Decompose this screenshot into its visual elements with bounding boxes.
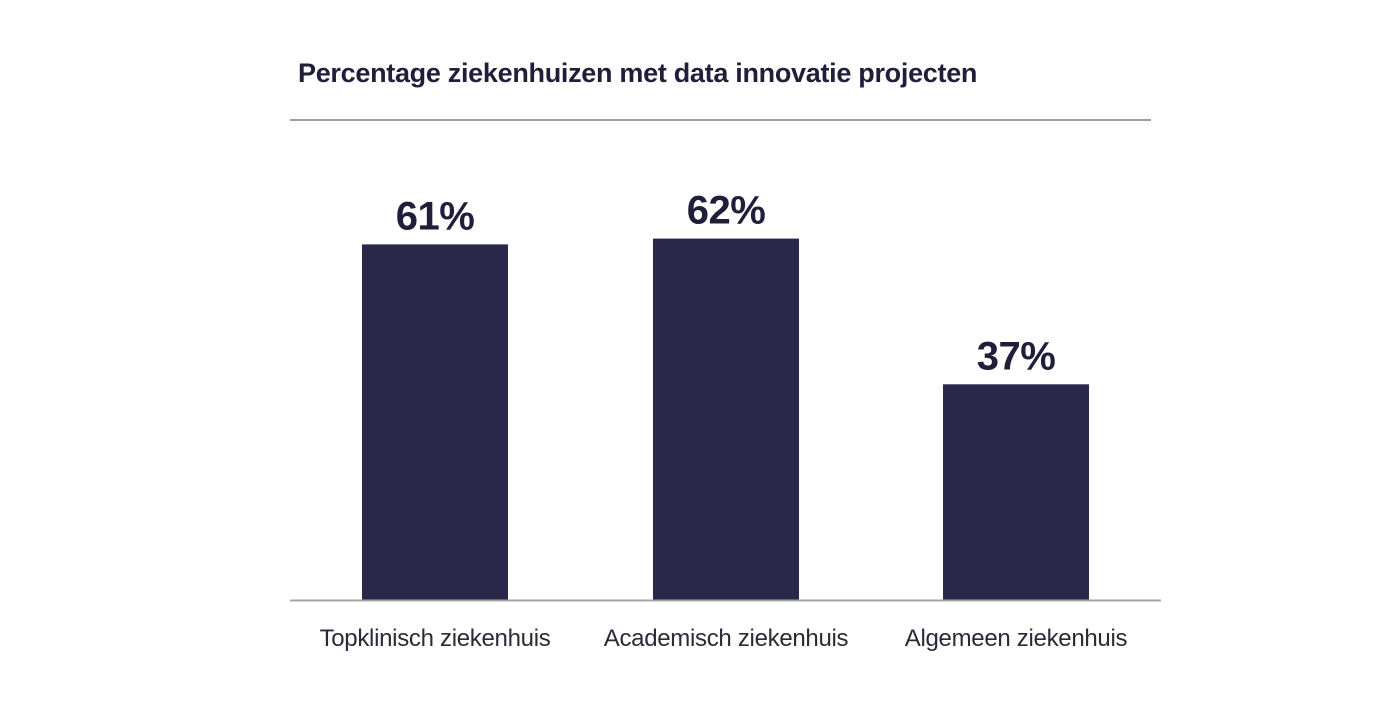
bars-group — [362, 238, 1089, 600]
value-labels-group: 61% 62% 37% — [396, 189, 1056, 379]
category-labels-group: Topklinisch ziekenhuis Academisch ziekenh… — [320, 625, 1128, 652]
bar-1 — [362, 244, 508, 600]
chart-title: Percentage ziekenhuizen met data innovat… — [298, 58, 977, 88]
category-label-3: Algemeen ziekenhuis — [905, 625, 1128, 652]
value-label-1: 61% — [396, 194, 475, 238]
category-label-1: Topklinisch ziekenhuis — [320, 625, 551, 652]
category-label-2: Academisch ziekenhuis — [604, 625, 849, 652]
bar-2 — [653, 238, 799, 600]
bar-3 — [943, 384, 1089, 600]
value-label-3: 37% — [977, 334, 1056, 378]
value-label-2: 62% — [687, 189, 766, 233]
